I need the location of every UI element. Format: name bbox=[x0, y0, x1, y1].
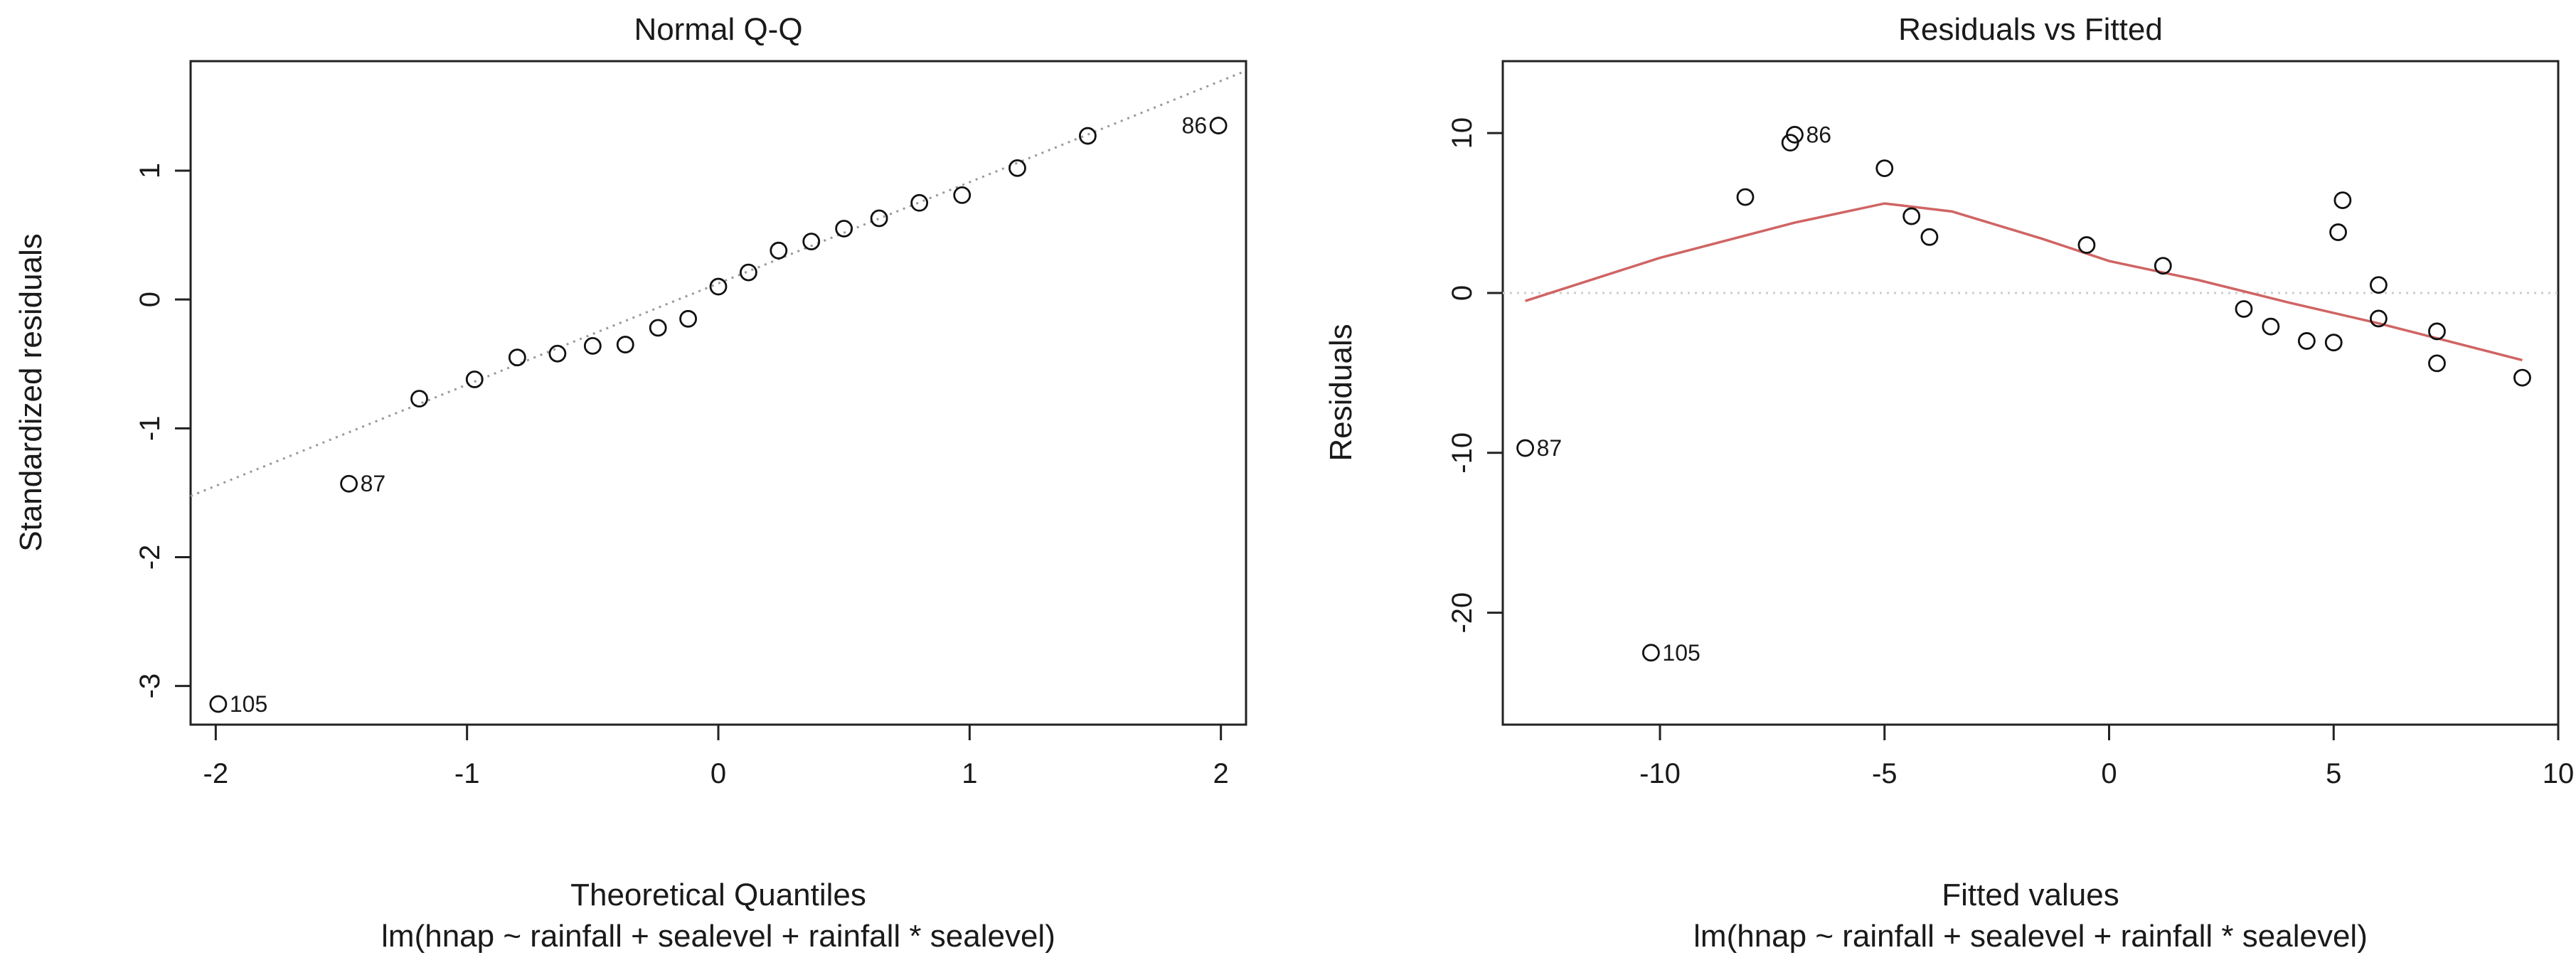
qq-plot-point-label: 105 bbox=[230, 691, 267, 717]
qq-plot-y-tick-label: -1 bbox=[134, 416, 166, 442]
residuals-plot-point-label: 105 bbox=[1662, 640, 1700, 666]
residuals-plot-point bbox=[2370, 276, 2388, 294]
residuals-plot-points bbox=[1516, 126, 2531, 662]
residuals-plot-x-tick-label: -5 bbox=[1872, 758, 1898, 789]
residuals-plot-x-axis-label: Fitted values bbox=[1942, 878, 2119, 912]
residuals-plot-point bbox=[1516, 439, 1534, 457]
qq-plot-point bbox=[1209, 117, 1228, 134]
qq-plot-point-labels: 105 87 86 bbox=[230, 113, 1207, 717]
qq-plot-point bbox=[870, 209, 888, 228]
qq-plot-point bbox=[1008, 159, 1026, 177]
qq-plot-frame bbox=[189, 60, 1247, 726]
residuals-plot-point bbox=[2428, 322, 2446, 341]
residuals-plot-point-label: 87 bbox=[1537, 435, 1563, 461]
residuals-plot-point bbox=[1786, 126, 1804, 144]
qq-plot-point bbox=[709, 277, 728, 296]
residuals-plot-point bbox=[2262, 317, 2280, 336]
qq-plot-panel: Normal Q-Q -2 -1 0 1 2 -3 -2 -1 0 1 105 87 86 Theor… bbox=[14, 12, 1247, 954]
residuals-plot-y-tick-label: -10 bbox=[1447, 432, 1478, 474]
qq-plot-ticks: -2 -1 0 1 2 -3 -2 -1 0 1 bbox=[134, 163, 1229, 789]
residuals-plot-point bbox=[2297, 332, 2316, 350]
residuals-plot-frame bbox=[1501, 60, 2560, 726]
residuals-plot-x-tick-label: 0 bbox=[2101, 758, 2117, 789]
residuals-plot-x-tick-label: 5 bbox=[2326, 758, 2341, 789]
residuals-plot-y-tick-label: 0 bbox=[1447, 285, 1478, 301]
qq-plot-x-tick-label: 1 bbox=[962, 758, 977, 789]
qq-plot-y-tick-label: -2 bbox=[134, 545, 166, 570]
qq-plot-point bbox=[802, 233, 821, 251]
qq-plot-point bbox=[410, 390, 428, 408]
qq-plot-subtitle: lm(hnap ~ rainfall + sealevel + rainfall… bbox=[381, 919, 1055, 954]
residuals-plot-smooth-line bbox=[1525, 202, 2523, 362]
qq-plot-point bbox=[770, 241, 788, 260]
qq-plot-y-tick-label: 0 bbox=[134, 292, 166, 307]
residuals-plot-point bbox=[2154, 257, 2172, 275]
qq-plot-point bbox=[616, 336, 634, 353]
qq-plot-point bbox=[649, 319, 667, 337]
qq-plot-point bbox=[209, 695, 228, 713]
qq-plot-x-tick-label: 2 bbox=[1213, 758, 1229, 789]
qq-plot-point bbox=[910, 193, 929, 212]
residuals-plot-subtitle: lm(hnap ~ rainfall + sealevel + rainfall… bbox=[1693, 919, 2368, 954]
residuals-plot-smooth-group bbox=[1525, 202, 2523, 362]
residuals-plot-point bbox=[2370, 309, 2388, 328]
qq-plot-x-tick-label: -2 bbox=[203, 758, 229, 789]
residuals-plot-y-axis-label: Residuals bbox=[1324, 324, 1358, 461]
residuals-plot-point-label: 86 bbox=[1806, 122, 1831, 147]
qq-plot-y-tick-label: -3 bbox=[134, 673, 166, 699]
residuals-plot-point bbox=[2428, 354, 2446, 373]
residuals-plot-title: Residuals vs Fitted bbox=[1898, 12, 2163, 47]
residuals-plot-x-tick-label: -10 bbox=[1639, 758, 1681, 789]
qq-plot-reference-line-group bbox=[190, 70, 1247, 497]
residuals-plot-point bbox=[1920, 228, 1939, 246]
qq-plot-points bbox=[209, 117, 1228, 713]
residuals-plot-panel: Residuals vs Fitted -10 -5 0 5 10 -20 -10 0 10 8… bbox=[1324, 12, 2574, 954]
residuals-plot-point bbox=[2513, 368, 2531, 387]
qq-plot-point bbox=[548, 344, 567, 363]
qq-plot-point-label: 86 bbox=[1182, 113, 1208, 139]
qq-plot-x-axis-label: Theoretical Quantiles bbox=[570, 878, 866, 912]
qq-plot-point bbox=[583, 336, 602, 355]
residuals-plot-y-tick-label: 10 bbox=[1447, 117, 1478, 149]
qq-plot-x-tick-label: 0 bbox=[710, 758, 726, 789]
residuals-plot-point-labels: 87 105 86 bbox=[1537, 122, 1831, 665]
qq-plot-point bbox=[740, 263, 757, 282]
qq-plot-point bbox=[1079, 127, 1097, 145]
residuals-plot-point bbox=[2333, 191, 2352, 209]
qq-plot-point bbox=[465, 370, 484, 388]
residuals-plot-point bbox=[1875, 159, 1894, 178]
qq-plot-reference-line bbox=[190, 70, 1247, 497]
qq-plot-y-tick-label: 1 bbox=[134, 163, 166, 178]
residuals-plot-point bbox=[1641, 644, 1660, 662]
residuals-plot-y-tick-label: -20 bbox=[1447, 592, 1478, 634]
residuals-plot-point bbox=[2235, 300, 2253, 318]
residuals-plot-point bbox=[1902, 207, 1921, 225]
residuals-plot-point bbox=[2077, 236, 2096, 254]
qq-plot-point bbox=[340, 474, 358, 493]
residuals-plot-point bbox=[1736, 188, 1755, 206]
qq-plot-title: Normal Q-Q bbox=[634, 12, 802, 47]
residuals-plot-ticks: -10 -5 0 5 10 -20 -10 0 10 bbox=[1447, 117, 2574, 789]
qq-plot-y-axis-label: Standardized residuals bbox=[14, 233, 48, 552]
residuals-plot-point bbox=[2324, 334, 2343, 352]
qq-plot-point bbox=[953, 186, 972, 204]
qq-plot-point-label: 87 bbox=[361, 471, 386, 496]
residuals-plot-x-tick-label: 10 bbox=[2543, 758, 2575, 789]
residuals-plot-point bbox=[2329, 223, 2347, 241]
qq-plot-point bbox=[679, 309, 697, 328]
qq-plot-point bbox=[835, 220, 853, 238]
qq-plot-x-tick-label: -1 bbox=[454, 758, 480, 789]
qq-plot-point bbox=[508, 348, 526, 367]
